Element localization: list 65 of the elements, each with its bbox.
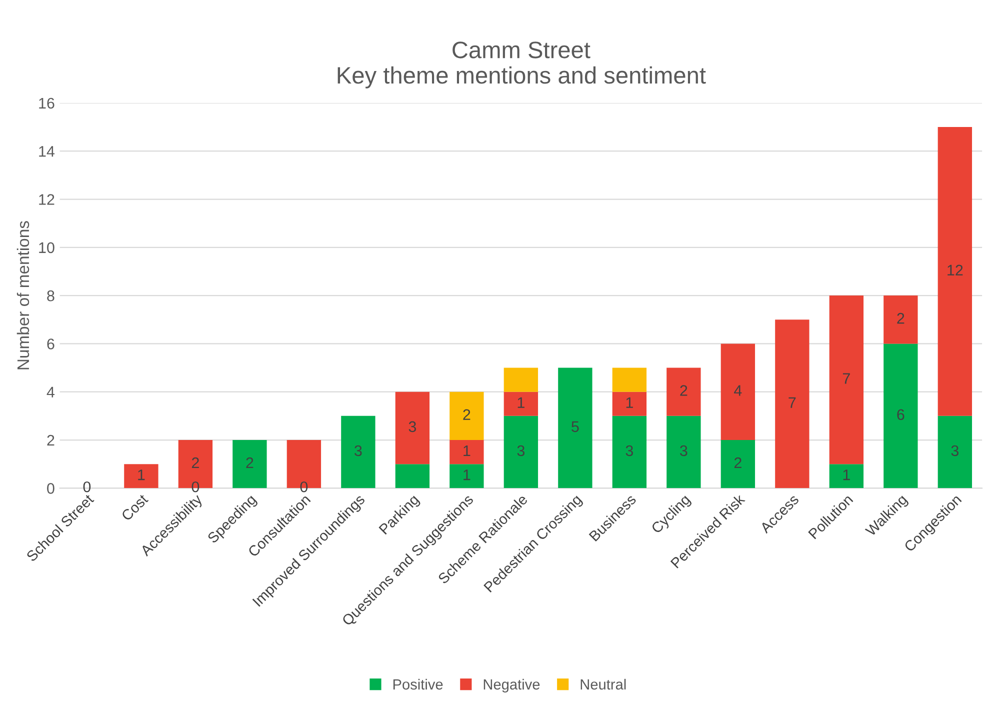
data-label: 7 bbox=[842, 373, 850, 384]
bar bbox=[829, 464, 864, 488]
bar bbox=[232, 440, 267, 488]
data-label: 3 bbox=[951, 445, 958, 456]
data-label: 3 bbox=[626, 445, 634, 456]
data-label: 7 bbox=[788, 397, 796, 408]
bar bbox=[612, 416, 647, 488]
legend-label: Positive bbox=[393, 678, 443, 690]
y-tick-label: 8 bbox=[47, 290, 54, 302]
data-label: 3 bbox=[517, 445, 525, 456]
data-label: 6 bbox=[897, 409, 904, 420]
bar bbox=[504, 368, 538, 392]
y-tick-label: 0 bbox=[47, 483, 54, 494]
bar bbox=[395, 392, 430, 464]
bar bbox=[938, 127, 972, 416]
data-label: 5 bbox=[572, 421, 579, 432]
data-label: 3 bbox=[354, 445, 362, 456]
data-label: 2 bbox=[897, 312, 904, 324]
bar bbox=[395, 464, 430, 488]
data-label: 1 bbox=[464, 445, 470, 456]
data-label: 12 bbox=[948, 264, 963, 276]
data-label: 0 bbox=[83, 481, 91, 492]
data-label: 1 bbox=[464, 470, 470, 480]
y-tick-label: 16 bbox=[39, 98, 54, 109]
bar bbox=[341, 416, 376, 488]
bar bbox=[884, 344, 918, 488]
y-tick-label: 12 bbox=[39, 194, 54, 205]
data-label: 1 bbox=[626, 397, 633, 408]
y-tick-label: 14 bbox=[39, 146, 55, 157]
y-axis-title: Number of mentions bbox=[16, 221, 30, 370]
data-label: 3 bbox=[680, 445, 688, 456]
data-label: 1 bbox=[843, 470, 850, 480]
bar bbox=[504, 392, 538, 416]
bar bbox=[775, 320, 810, 488]
bar bbox=[666, 416, 701, 488]
bar bbox=[124, 464, 158, 488]
bar bbox=[558, 368, 592, 488]
bar bbox=[720, 344, 756, 440]
data-label: 3 bbox=[408, 421, 416, 432]
data-label: 2 bbox=[734, 457, 742, 468]
bar bbox=[720, 440, 756, 488]
data-label: 2 bbox=[192, 457, 199, 468]
bar bbox=[666, 368, 701, 416]
bar bbox=[612, 392, 647, 416]
bar bbox=[884, 296, 918, 344]
data-label: 2 bbox=[246, 457, 254, 468]
data-label: 1 bbox=[518, 397, 524, 408]
bar bbox=[829, 296, 864, 464]
data-label: 1 bbox=[138, 470, 145, 480]
y-tick-label: 4 bbox=[46, 386, 55, 398]
bar bbox=[450, 440, 484, 464]
chart-title: Camm Street Key theme mentions and sentiment bbox=[338, 42, 706, 88]
bar bbox=[612, 368, 647, 392]
data-label: 2 bbox=[680, 385, 688, 396]
y-tick-label: 2 bbox=[47, 434, 54, 446]
bar bbox=[450, 464, 484, 488]
bar bbox=[938, 416, 972, 488]
bar bbox=[450, 392, 484, 440]
data-label: 2 bbox=[463, 409, 470, 420]
y-tick-label: 6 bbox=[47, 338, 54, 350]
bar bbox=[504, 416, 538, 488]
legend-label: Neutral bbox=[580, 678, 626, 690]
data-label: 4 bbox=[734, 385, 742, 396]
y-tick-label: 10 bbox=[39, 242, 54, 254]
legend-label: Negative bbox=[484, 678, 540, 692]
